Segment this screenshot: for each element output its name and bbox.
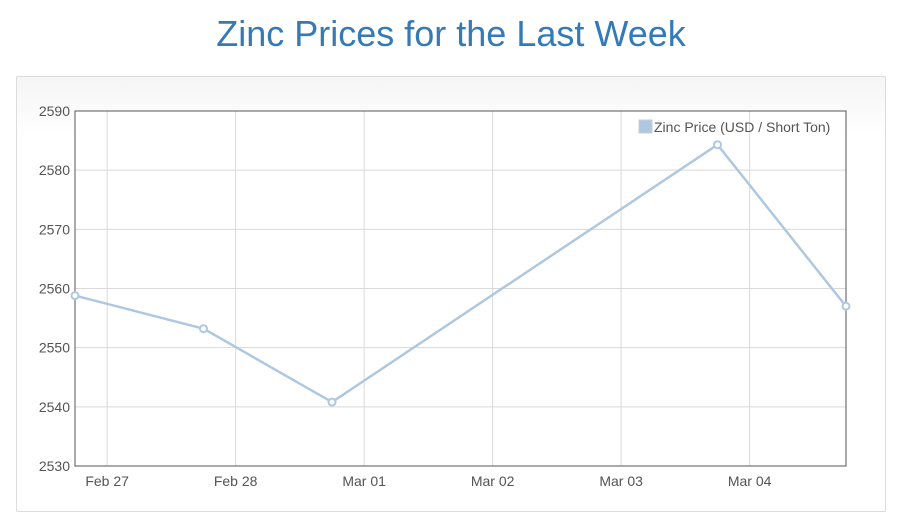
x-tick-label: Feb 27 — [85, 473, 129, 489]
y-tick-label: 2550 — [39, 340, 70, 356]
x-tick-label: Mar 03 — [599, 473, 643, 489]
data-point[interactable] — [70, 291, 80, 301]
chart-title: Zinc Prices for the Last Week — [216, 13, 686, 54]
legend-swatch — [638, 119, 653, 134]
y-tick-label: 2580 — [39, 162, 70, 178]
legend-label: Zinc Price (USD / Short Ton) — [654, 119, 830, 135]
data-point[interactable] — [327, 397, 337, 407]
data-point[interactable] — [713, 140, 722, 150]
y-tick-label: 2570 — [39, 221, 70, 237]
x-tick-label: Mar 04 — [728, 473, 772, 489]
x-tick-label: Mar 02 — [471, 473, 515, 489]
y-tick-label: 2560 — [39, 281, 70, 297]
plot-border — [74, 110, 847, 467]
x-tick-label: Feb 28 — [214, 473, 258, 489]
y-tick-label: 2540 — [39, 399, 70, 415]
data-point[interactable] — [841, 301, 851, 311]
data-point[interactable] — [199, 324, 208, 334]
x-tick-label: Mar 01 — [342, 473, 386, 489]
y-tick-label: 2530 — [39, 458, 70, 474]
y-tick-label: 2590 — [39, 103, 70, 119]
